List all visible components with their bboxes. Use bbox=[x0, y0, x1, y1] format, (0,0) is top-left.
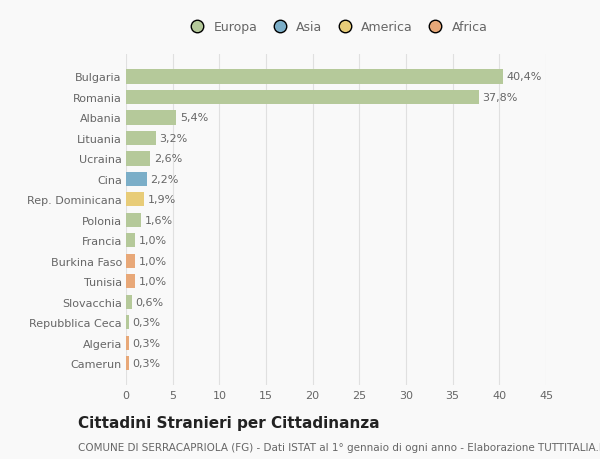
Bar bbox=[126, 234, 136, 248]
Text: 1,9%: 1,9% bbox=[148, 195, 176, 205]
Text: 1,0%: 1,0% bbox=[139, 277, 167, 286]
Text: COMUNE DI SERRACAPRIOLA (FG) - Dati ISTAT al 1° gennaio di ogni anno - Elaborazi: COMUNE DI SERRACAPRIOLA (FG) - Dati ISTA… bbox=[78, 442, 600, 452]
Text: 0,3%: 0,3% bbox=[133, 318, 161, 328]
Text: 0,3%: 0,3% bbox=[133, 338, 161, 348]
Bar bbox=[126, 315, 129, 330]
Bar bbox=[126, 356, 129, 370]
Text: 40,4%: 40,4% bbox=[507, 72, 542, 82]
Text: 1,0%: 1,0% bbox=[139, 256, 167, 266]
Bar bbox=[126, 274, 136, 289]
Bar bbox=[126, 90, 479, 105]
Bar bbox=[126, 70, 503, 84]
Text: 1,6%: 1,6% bbox=[145, 215, 173, 225]
Bar bbox=[126, 295, 131, 309]
Text: 37,8%: 37,8% bbox=[482, 93, 518, 103]
Bar bbox=[126, 336, 129, 350]
Bar bbox=[126, 152, 150, 166]
Text: Cittadini Stranieri per Cittadinanza: Cittadini Stranieri per Cittadinanza bbox=[78, 415, 380, 431]
Text: 2,2%: 2,2% bbox=[150, 174, 179, 185]
Bar bbox=[126, 111, 176, 125]
Bar bbox=[126, 254, 136, 269]
Bar bbox=[126, 193, 144, 207]
Bar bbox=[126, 213, 141, 228]
Text: 0,3%: 0,3% bbox=[133, 358, 161, 369]
Text: 1,0%: 1,0% bbox=[139, 236, 167, 246]
Bar bbox=[126, 172, 146, 187]
Text: 5,4%: 5,4% bbox=[180, 113, 208, 123]
Bar bbox=[126, 131, 156, 146]
Text: 2,6%: 2,6% bbox=[154, 154, 182, 164]
Text: 0,6%: 0,6% bbox=[136, 297, 163, 307]
Text: 3,2%: 3,2% bbox=[160, 134, 188, 144]
Legend: Europa, Asia, America, Africa: Europa, Asia, America, Africa bbox=[182, 18, 490, 36]
